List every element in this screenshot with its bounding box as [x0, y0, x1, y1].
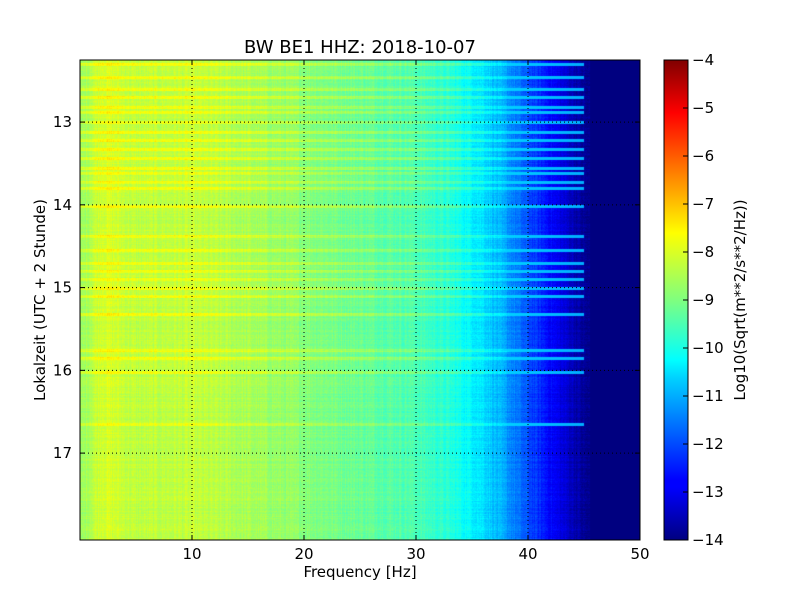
y-ticks: 13 14 15 16 17 [53, 113, 640, 462]
chart-title: BW BE1 HHZ: 2018-10-07 [244, 37, 476, 58]
colorbar-tick-label: −14 [692, 531, 724, 549]
y-tick-label: 14 [53, 196, 72, 214]
y-tick-label: 13 [53, 113, 72, 131]
colorbar-ticks: −4 −5 −6 −7 −8 −9 −10 −11 −12 −13 −14 [683, 51, 724, 549]
colorbar-tick-label: −11 [692, 387, 724, 405]
x-tick-label: 20 [294, 545, 313, 563]
heatmap-canvas-wrap [80, 60, 640, 540]
colorbar-tick-label: −4 [692, 51, 714, 69]
plot-area: 10 20 30 40 50 13 14 15 16 17 [53, 59, 650, 563]
colorbar: −4 −5 −6 −7 −8 −9 −10 −11 −12 −13 −14 Log10(Sqrt(m… [663, 51, 749, 549]
colorbar-tick-label: −5 [692, 99, 714, 117]
colorbar-tick-label: −6 [692, 147, 714, 165]
y-tick-label: 17 [53, 444, 72, 462]
grid-lines [80, 60, 640, 540]
x-tick-label: 30 [406, 545, 425, 563]
colorbar-tick-label: −13 [692, 483, 724, 501]
x-ticks: 10 20 30 40 50 [182, 60, 650, 563]
x-tick-label: 10 [182, 545, 201, 563]
colorbar-tick-label: −8 [692, 243, 714, 261]
y-axis-label: Lokalzeit (UTC + 2 Stunde) [31, 199, 49, 401]
x-axis-label: Frequency [Hz] [303, 563, 416, 581]
colorbar-tick-label: −7 [692, 195, 714, 213]
colorbar-tick-label: −9 [692, 291, 714, 309]
colorbar-tick-label: −10 [692, 339, 724, 357]
y-tick-label: 15 [53, 279, 72, 297]
x-tick-label: 50 [630, 545, 649, 563]
y-tick-label: 16 [53, 361, 72, 379]
colorbar-tick-label: −12 [692, 435, 724, 453]
plot-frame [79, 59, 641, 541]
x-tick-label: 40 [518, 545, 537, 563]
colorbar-label: Log10(Sqrt(m**2/s**2/Hz)) [731, 199, 749, 400]
heatmap-canvas [80, 60, 640, 540]
